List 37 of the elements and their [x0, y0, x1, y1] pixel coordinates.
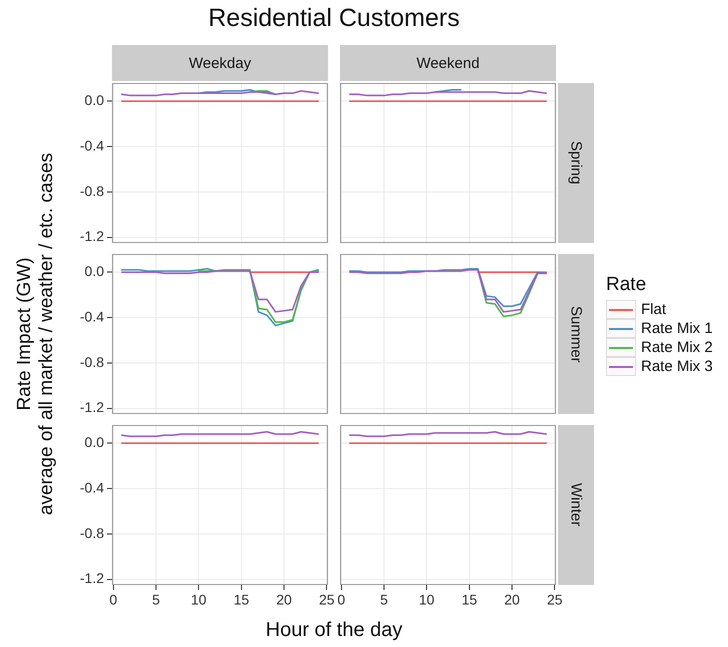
x-tick-label: 10	[190, 591, 207, 608]
y-tick-label: -0.4	[80, 479, 104, 496]
y-tick-label: -0.8	[80, 354, 104, 370]
x-tick-label: 5	[152, 591, 160, 608]
y-tick-label: -1.2	[80, 228, 104, 244]
x-tick-label: 20	[504, 591, 520, 608]
y-tick-label: 0.0	[84, 92, 104, 108]
x-tick-label: 25	[318, 591, 335, 608]
y-axis-title: Rate Impact (GW) average of all market / weather / etc. cases	[14, 152, 58, 516]
y-tick-label: -1.2	[80, 570, 104, 586]
x-tick-label: 5	[380, 591, 388, 608]
legend-title: Rate	[606, 274, 648, 296]
x-tick-label: 25	[546, 591, 563, 608]
x-tick-label: 10	[418, 591, 435, 608]
y-tick-label: 0.0	[84, 434, 104, 450]
y-tick-label: 0.0	[84, 263, 104, 280]
x-tick-label: 15	[462, 591, 478, 608]
y-tick-label: -0.8	[80, 182, 104, 199]
x-tick-label: 0	[109, 591, 118, 608]
x-tick-label: 15	[234, 591, 250, 608]
y-tick-label: -1.2	[80, 399, 104, 416]
x-axis-title: Hour of the day	[264, 619, 404, 642]
y-tick-label: -0.8	[80, 524, 104, 541]
legend-label: Flat	[641, 301, 666, 318]
chart-title: Residential Customers	[207, 4, 461, 33]
legend-label: Rate Mix 3	[641, 358, 713, 375]
y-tick-label: -0.4	[80, 308, 104, 324]
chart-subtitle: Weekday	[112, 45, 328, 81]
chart-subtitle: Weekend	[340, 45, 556, 81]
text: Winter	[558, 425, 594, 585]
y-tick-label: -0.4	[80, 137, 104, 154]
text: Summer	[558, 254, 594, 414]
x-tick-label: 20	[276, 591, 292, 608]
text: Spring	[558, 83, 594, 243]
legend-label: Rate Mix 1	[641, 320, 713, 337]
x-tick-label: 0	[337, 591, 346, 608]
legend-label: Rate Mix 2	[641, 339, 713, 356]
